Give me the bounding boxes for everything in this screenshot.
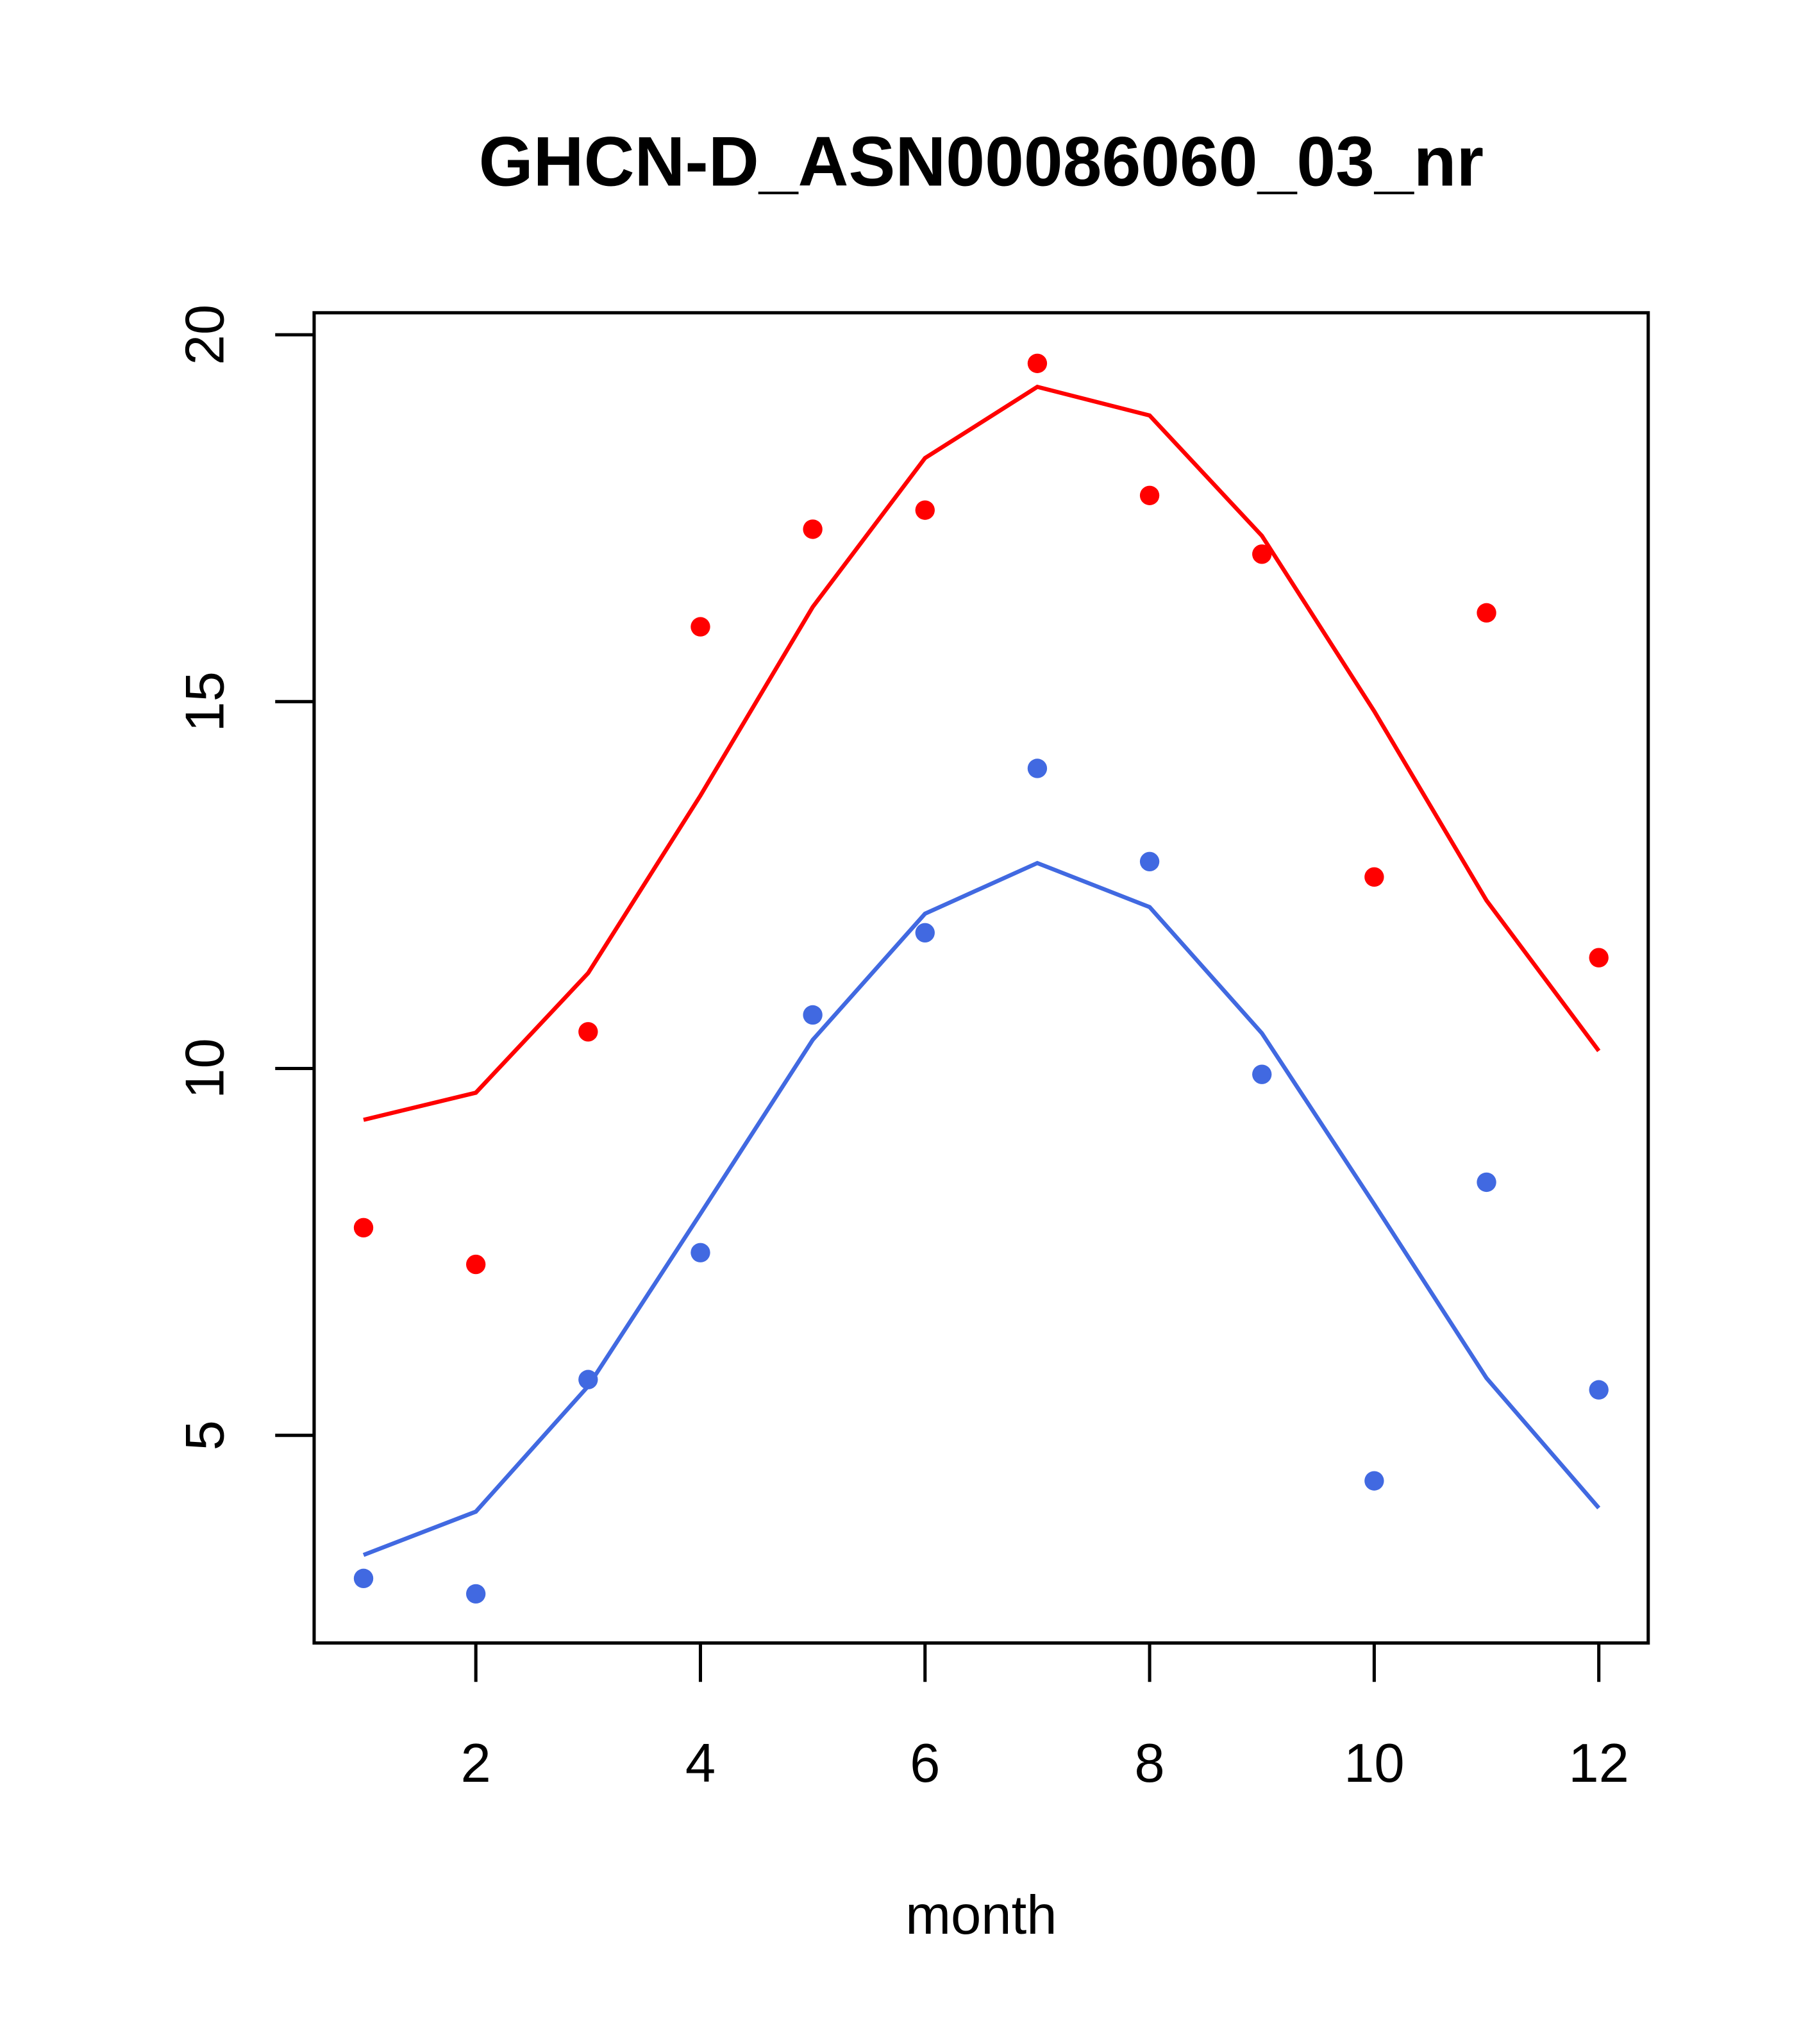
axes: 2 4 6 8 10 12 5 10 15 20 bbox=[174, 305, 1629, 1794]
x-tick-label: 6 bbox=[910, 1733, 940, 1794]
series-line-max-fitted bbox=[363, 384, 1601, 1122]
y-tick-label: 20 bbox=[174, 305, 235, 365]
y-tick-label: 15 bbox=[174, 671, 235, 732]
data-point-min-observed bbox=[691, 1243, 710, 1262]
data-point-max-observed bbox=[465, 1254, 486, 1275]
data-point-min-observed bbox=[915, 923, 935, 942]
data-point-max-observed bbox=[578, 1022, 598, 1042]
data-point-min-observed bbox=[1139, 851, 1160, 871]
plot-frame bbox=[312, 311, 1650, 1645]
chart-title: GHCN-D_ASN00086060_03_nr bbox=[479, 122, 1484, 201]
x-tick-label: 2 bbox=[461, 1733, 491, 1794]
series-line-min-fitted bbox=[362, 860, 1601, 1557]
x-tick-label: 12 bbox=[1568, 1733, 1629, 1794]
data-point-min-observed bbox=[578, 1370, 598, 1389]
data-point-min-observed bbox=[1477, 1172, 1496, 1193]
data-point-max-observed bbox=[1477, 603, 1496, 623]
data-point-max-observed bbox=[353, 1218, 374, 1238]
data-point-max-observed bbox=[691, 617, 710, 637]
data-point-min-observed bbox=[803, 1005, 823, 1025]
data-point-max-observed bbox=[1364, 867, 1384, 887]
data-point-min-observed bbox=[1364, 1471, 1384, 1491]
x-tick-label: 10 bbox=[1344, 1733, 1405, 1794]
data-point-max-observed bbox=[915, 500, 935, 520]
data-point-min-observed bbox=[1027, 758, 1048, 778]
data-point-max-observed bbox=[1139, 485, 1160, 505]
y-tick-label: 10 bbox=[174, 1038, 235, 1099]
data-point-min-observed bbox=[465, 1584, 486, 1604]
x-tick-label: 4 bbox=[685, 1733, 716, 1794]
data-point-max-observed bbox=[1252, 544, 1272, 564]
data-point-min-observed bbox=[1252, 1064, 1272, 1084]
data-point-max-observed bbox=[1027, 353, 1048, 373]
x-axis-label: month bbox=[905, 1885, 1057, 1946]
data-point-min-observed bbox=[1589, 1380, 1609, 1400]
data-point-min-observed bbox=[353, 1568, 374, 1589]
x-tick-label: 8 bbox=[1134, 1733, 1164, 1794]
plot-area bbox=[353, 353, 1609, 1604]
data-point-max-observed bbox=[1589, 948, 1609, 968]
y-tick-label: 5 bbox=[174, 1420, 235, 1450]
data-point-max-observed bbox=[803, 519, 823, 539]
